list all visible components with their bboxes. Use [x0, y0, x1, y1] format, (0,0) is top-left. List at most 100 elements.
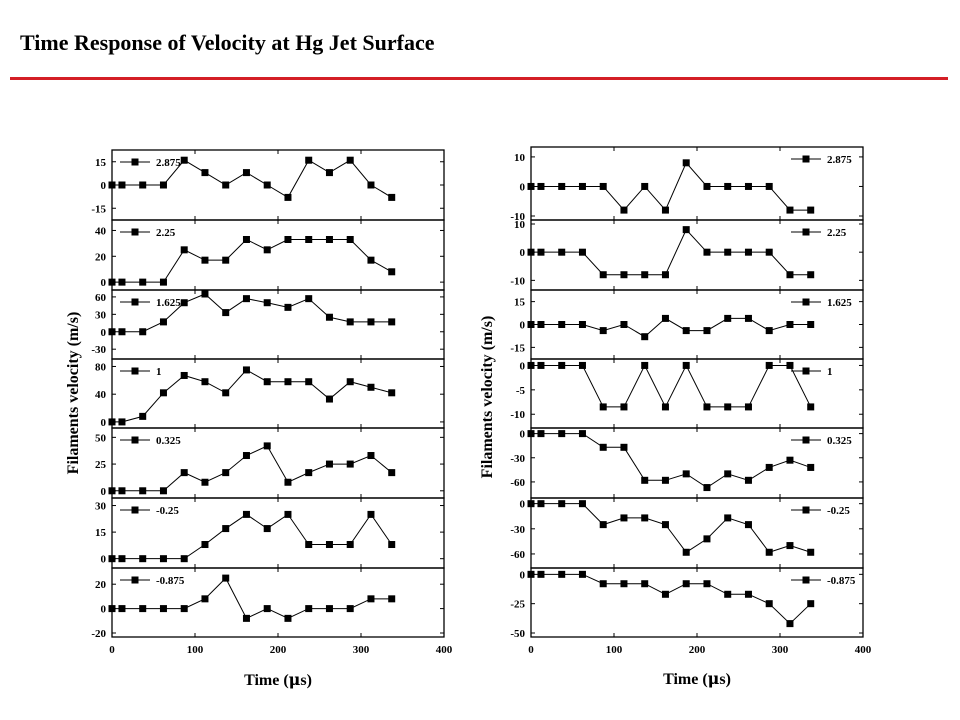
- data-point: [578, 361, 586, 369]
- data-point: [765, 182, 773, 190]
- x-tick-label: 400: [855, 644, 872, 656]
- legend-marker: [131, 506, 139, 514]
- legend-marker: [802, 228, 810, 236]
- data-point: [527, 430, 535, 438]
- legend-label: 2.875: [156, 157, 181, 169]
- data-point: [527, 248, 535, 256]
- data-point: [263, 181, 271, 189]
- data-point: [620, 206, 628, 214]
- y-axis-label: Filaments velocity (m/s): [479, 316, 496, 479]
- data-point: [807, 463, 815, 471]
- data-point: [201, 595, 209, 603]
- data-point: [263, 299, 271, 307]
- y-tick-label: 15: [95, 527, 107, 539]
- data-point: [305, 469, 313, 477]
- data-point: [346, 236, 354, 243]
- data-point: [222, 574, 230, 582]
- data-point: [305, 156, 313, 164]
- x-tick-label: 100: [606, 644, 623, 656]
- data-point: [765, 548, 773, 556]
- data-point: [620, 403, 628, 411]
- data-point: [558, 361, 566, 369]
- x-tick-label: 400: [436, 644, 453, 656]
- data-point: [325, 236, 333, 243]
- data-point: [159, 318, 167, 326]
- data-point: [388, 193, 396, 201]
- data-point: [527, 361, 535, 369]
- data-point: [284, 378, 292, 386]
- data-point: [284, 193, 292, 201]
- data-point: [242, 295, 250, 303]
- y-tick-label: 0: [101, 486, 107, 498]
- data-point: [641, 580, 649, 588]
- legend-marker: [131, 228, 139, 236]
- data-point: [786, 206, 794, 214]
- y-tick-label: 0: [520, 429, 526, 441]
- data-point: [661, 521, 669, 529]
- data-point: [180, 555, 188, 563]
- title-divider: [10, 77, 948, 80]
- data-point: [159, 487, 167, 495]
- data-point: [201, 478, 209, 486]
- x-tick-label: 200: [689, 644, 706, 656]
- panel-0.325: 0 -30 -60 0.325: [510, 427, 864, 499]
- y-tick-label: 20: [95, 579, 107, 591]
- data-point: [325, 395, 333, 403]
- data-point: [367, 595, 375, 603]
- data-point: [118, 278, 126, 286]
- y-tick-label: 30: [95, 501, 107, 513]
- data-point: [765, 463, 773, 471]
- x-tick-label: 0: [109, 644, 115, 656]
- data-point: [537, 182, 545, 190]
- data-point: [159, 605, 167, 613]
- data-point: [641, 182, 649, 190]
- data-point: [305, 541, 313, 549]
- data-point: [388, 595, 396, 603]
- panel-1.625: 15 0 -15 1.625: [510, 289, 864, 360]
- data-point: [558, 430, 566, 438]
- series-line: [531, 433, 811, 489]
- series-line: [112, 445, 393, 492]
- data-point: [222, 389, 230, 397]
- data-point: [118, 181, 126, 189]
- data-point: [703, 248, 711, 256]
- legend-marker: [131, 367, 139, 375]
- data-point: [661, 590, 669, 598]
- data-point: [527, 321, 535, 328]
- y-tick-label: 0: [520, 320, 526, 332]
- data-point: [305, 295, 313, 303]
- data-point: [118, 418, 126, 426]
- data-point: [263, 605, 271, 613]
- data-point: [388, 469, 396, 477]
- legend-marker: [131, 158, 139, 166]
- y-tick-label: 0: [101, 554, 107, 566]
- x-axis-label-prefix: Time (: [244, 672, 289, 689]
- data-point: [242, 452, 250, 460]
- data-point: [599, 327, 607, 335]
- data-point: [703, 327, 711, 335]
- y-tick-label: 0: [520, 181, 526, 193]
- y-tick-label: -30: [510, 453, 525, 465]
- y-tick-label: 30: [95, 309, 107, 321]
- data-point: [118, 328, 126, 336]
- series-line: [531, 573, 812, 625]
- data-point: [108, 605, 116, 613]
- x-tick-label: 0: [528, 644, 534, 656]
- data-point: [578, 570, 586, 578]
- data-point: [346, 378, 354, 386]
- legend-label: 1.625: [156, 297, 181, 309]
- data-point: [242, 169, 250, 177]
- data-point: [108, 328, 116, 336]
- data-point: [661, 206, 669, 214]
- data-point: [201, 169, 209, 177]
- x-axis-label-suffix: s): [719, 671, 731, 688]
- data-point: [807, 206, 815, 214]
- series-line: [112, 513, 393, 560]
- data-point: [139, 278, 147, 286]
- y-tick-label: 0: [101, 277, 107, 289]
- data-point: [703, 580, 711, 588]
- data-point: [284, 478, 292, 486]
- data-point: [118, 555, 126, 563]
- legend-marker: [802, 506, 810, 514]
- series-line: [531, 503, 811, 553]
